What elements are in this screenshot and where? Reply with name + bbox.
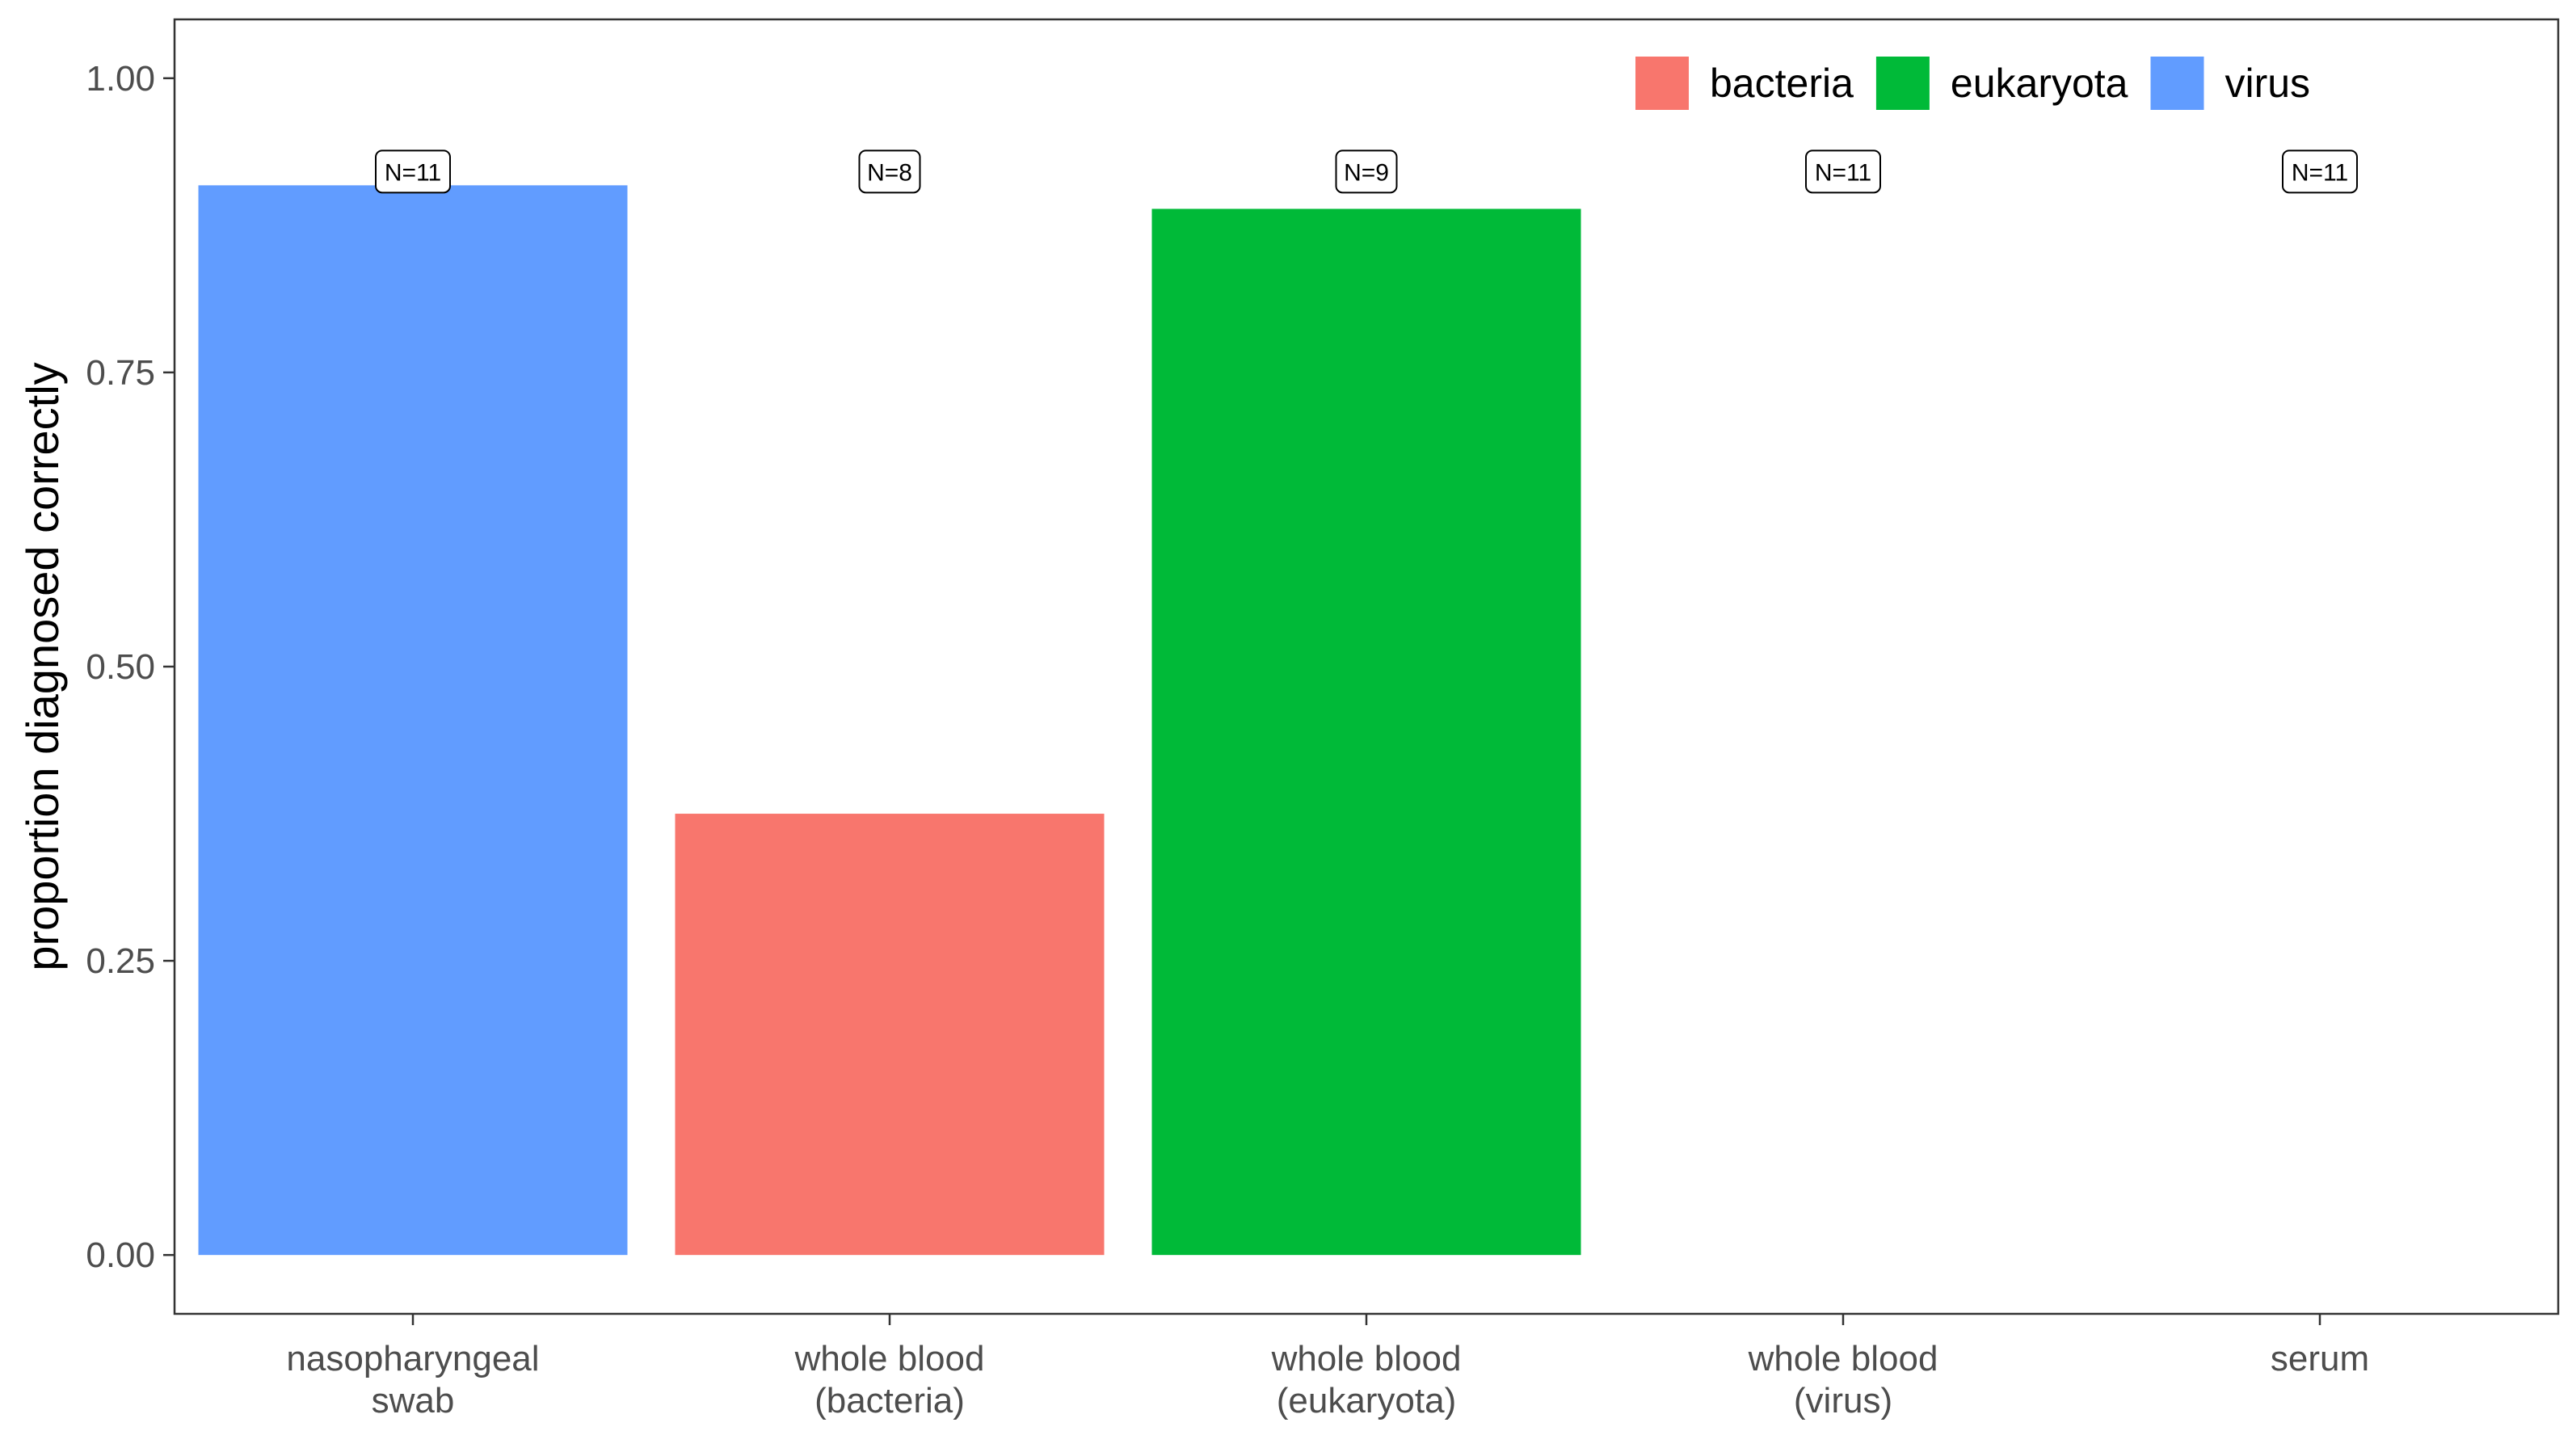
legend-label: virus <box>2225 61 2310 106</box>
n-count-label: N=11 <box>375 149 451 194</box>
x-axis: nasopharyngeal swab whole blood (bacteria) w… <box>286 1314 2369 1420</box>
svg-text:N=11: N=11 <box>1815 159 1871 186</box>
y-tick-label: 1.00 <box>86 59 155 99</box>
svg-text:N=8: N=8 <box>867 159 912 186</box>
svg-text:N=11: N=11 <box>2292 159 2348 186</box>
y-axis: 0.00 0.25 0.50 0.75 1.00 <box>86 59 175 1275</box>
y-tick-label: 0.25 <box>86 941 155 981</box>
legend-swatch <box>1875 57 1930 110</box>
svg-text:N=9: N=9 <box>1344 159 1389 186</box>
y-axis-title: proportion diagnosed correctly <box>17 362 68 970</box>
legend-label: bacteria <box>1710 61 1854 106</box>
bar-bacteria <box>675 814 1105 1256</box>
legend-label: eukaryota <box>1951 61 2128 106</box>
y-tick-label: 0.00 <box>86 1235 155 1275</box>
svg-text:N=11: N=11 <box>385 159 441 186</box>
n-count-label: N=11 <box>2282 149 2358 194</box>
bar-virus <box>198 185 628 1256</box>
n-labels: N=11 N=8 N=9 N=11 N=11 <box>375 149 2358 194</box>
x-tick-label: whole blood (eukaryota) <box>1271 1339 1462 1420</box>
legend-item-virus: virus <box>2150 57 2310 110</box>
legend-item-bacteria: bacteria <box>1635 57 1854 110</box>
legend-swatch <box>2150 57 2204 110</box>
x-tick-label: nasopharyngeal swab <box>286 1339 539 1420</box>
x-tick-label: whole blood (bacteria) <box>794 1339 985 1420</box>
bars <box>198 185 1581 1256</box>
n-count-label: N=9 <box>1335 149 1398 194</box>
x-tick-label: whole blood (virus) <box>1748 1339 1938 1420</box>
y-tick-label: 0.75 <box>86 353 155 393</box>
x-tick-label: serum <box>2271 1339 2369 1378</box>
n-count-label: N=8 <box>858 149 921 194</box>
y-tick-label: 0.50 <box>86 647 155 687</box>
legend: bacteria eukaryota virus <box>1635 57 2310 110</box>
bar-eukaryota <box>1151 208 1581 1256</box>
legend-swatch <box>1635 57 1689 110</box>
legend-item-eukaryota: eukaryota <box>1875 57 2128 110</box>
n-count-label: N=11 <box>1805 149 1881 194</box>
